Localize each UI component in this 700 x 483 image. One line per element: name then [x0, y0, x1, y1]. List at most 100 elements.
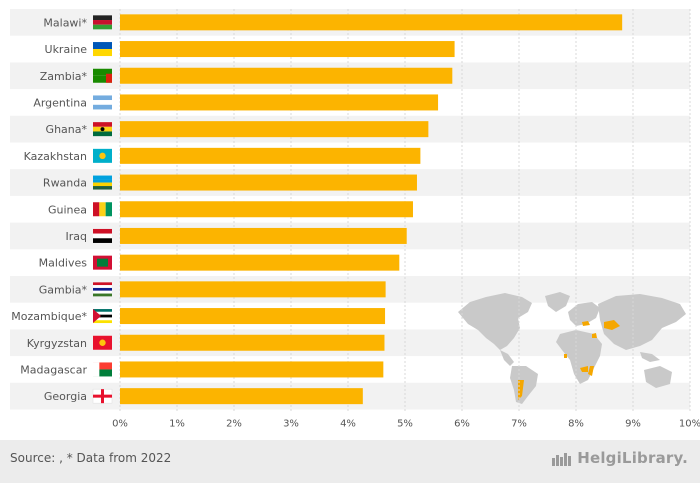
flag-sun — [99, 152, 106, 160]
flag-triangle — [93, 309, 101, 324]
bar[interactable] — [120, 201, 413, 218]
flag-band — [93, 362, 112, 370]
flag-band — [93, 282, 112, 286]
flag-band — [93, 293, 112, 297]
bar[interactable] — [120, 254, 400, 271]
kazakhstan-flag — [93, 148, 112, 163]
bar[interactable] — [120, 94, 439, 111]
category-labels: Malawi* Ukraine Zambia* Argentina Ghana* Kaza… — [11, 16, 87, 403]
map-central-america — [500, 350, 514, 366]
category-label: Ukraine — [45, 43, 88, 56]
map-highlight-ukraine — [582, 321, 590, 326]
flag-hoist — [93, 362, 100, 377]
library-icon — [552, 452, 572, 466]
map-europe — [568, 302, 600, 326]
category-label: Rwanda — [43, 177, 87, 190]
category-label: Ghana* — [46, 123, 88, 136]
flag-band — [93, 369, 112, 377]
map-highlight-mozambique — [588, 366, 594, 376]
brand-logo[interactable]: HelgiLibrary. — [552, 449, 688, 467]
flag-band — [93, 186, 112, 190]
bar[interactable] — [120, 308, 386, 325]
flag-band — [93, 122, 112, 127]
flag-band — [93, 75, 112, 83]
world-map — [458, 292, 686, 404]
flag-band — [93, 95, 112, 101]
category-label: Georgia — [44, 390, 87, 403]
flag-band — [105, 202, 112, 217]
flag-band — [93, 182, 112, 187]
maldives-flag — [93, 255, 112, 270]
category-label: Zambia* — [40, 70, 88, 83]
zambia-flag — [93, 68, 112, 83]
x-tick-label: 6% — [454, 419, 470, 430]
flag-band — [93, 320, 112, 324]
flag-band — [99, 202, 106, 217]
kyrgyzstan-flag — [93, 335, 112, 350]
flag-band — [93, 104, 112, 110]
x-tick-label: 5% — [397, 419, 413, 430]
flag-band — [93, 131, 112, 137]
ghana-flag — [93, 122, 112, 137]
map-africa — [556, 330, 602, 384]
flag-band — [93, 290, 112, 294]
flag-band — [93, 68, 112, 76]
category-label: Madagascar — [20, 363, 87, 376]
bars — [120, 14, 623, 405]
bar[interactable] — [120, 388, 363, 405]
map-southeast-asia — [640, 352, 660, 362]
bar[interactable] — [120, 281, 386, 298]
map-highlight-kazakhstan — [604, 320, 620, 330]
flag-band — [93, 202, 100, 217]
ukraine-flag — [93, 42, 112, 57]
argentina-flag — [93, 95, 112, 110]
map-north-america — [458, 293, 532, 350]
bar[interactable] — [120, 334, 385, 351]
guinea-flag — [93, 202, 112, 217]
flag-band — [93, 20, 112, 25]
flag-band — [93, 175, 112, 180]
x-tick-label: 0% — [112, 419, 128, 430]
flag-band — [93, 42, 112, 50]
flag-band — [93, 228, 112, 234]
flag-band — [93, 179, 112, 183]
map-highlight-ghana — [564, 354, 567, 358]
flag-band — [93, 49, 112, 57]
brand-text: HelgiLibrary. — [577, 449, 688, 467]
map-highlight-zambia — [580, 366, 588, 372]
bar[interactable] — [120, 41, 455, 58]
flag-band — [93, 233, 112, 239]
bar[interactable] — [120, 67, 453, 84]
x-tick-label: 10% — [679, 419, 700, 430]
category-label: Kyrgyzstan — [27, 337, 87, 350]
category-label: Maldives — [39, 257, 88, 270]
category-label: Guinea — [48, 203, 87, 216]
x-tick-label: 1% — [169, 419, 185, 430]
flag-sun — [99, 339, 106, 346]
footer: Source: , * Data from 2022 HelgiLibrary. — [0, 440, 700, 483]
bar[interactable] — [120, 361, 384, 378]
x-axis-ticks: 0% 1% 2% 3% 4% 5% 6% 7% 8% 9% 10% — [112, 419, 700, 430]
gambia-flag — [93, 282, 112, 297]
flag-band — [93, 285, 112, 288]
map-highlights — [518, 320, 620, 400]
bar-chart: Malawi* Ukraine Zambia* Argentina Ghana* Kaza… — [10, 9, 700, 430]
bar[interactable] — [120, 227, 407, 244]
flag-band — [93, 309, 112, 312]
x-tick-label: 4% — [340, 419, 356, 430]
flag-band — [93, 238, 112, 243]
map-south-america — [510, 366, 538, 404]
flag-cross — [93, 394, 112, 398]
x-tick-label: 9% — [625, 419, 641, 430]
bar[interactable] — [120, 121, 429, 138]
flag-band — [93, 317, 112, 321]
category-label: Malawi* — [43, 16, 87, 29]
map-australia — [644, 366, 672, 388]
category-label: Argentina — [33, 96, 87, 109]
iraq-flag — [93, 228, 112, 243]
flag-icons — [92, 15, 113, 404]
bar[interactable] — [120, 174, 417, 191]
bar[interactable] — [120, 147, 421, 164]
map-highlight-iraq — [592, 333, 597, 338]
bar[interactable] — [120, 14, 623, 31]
